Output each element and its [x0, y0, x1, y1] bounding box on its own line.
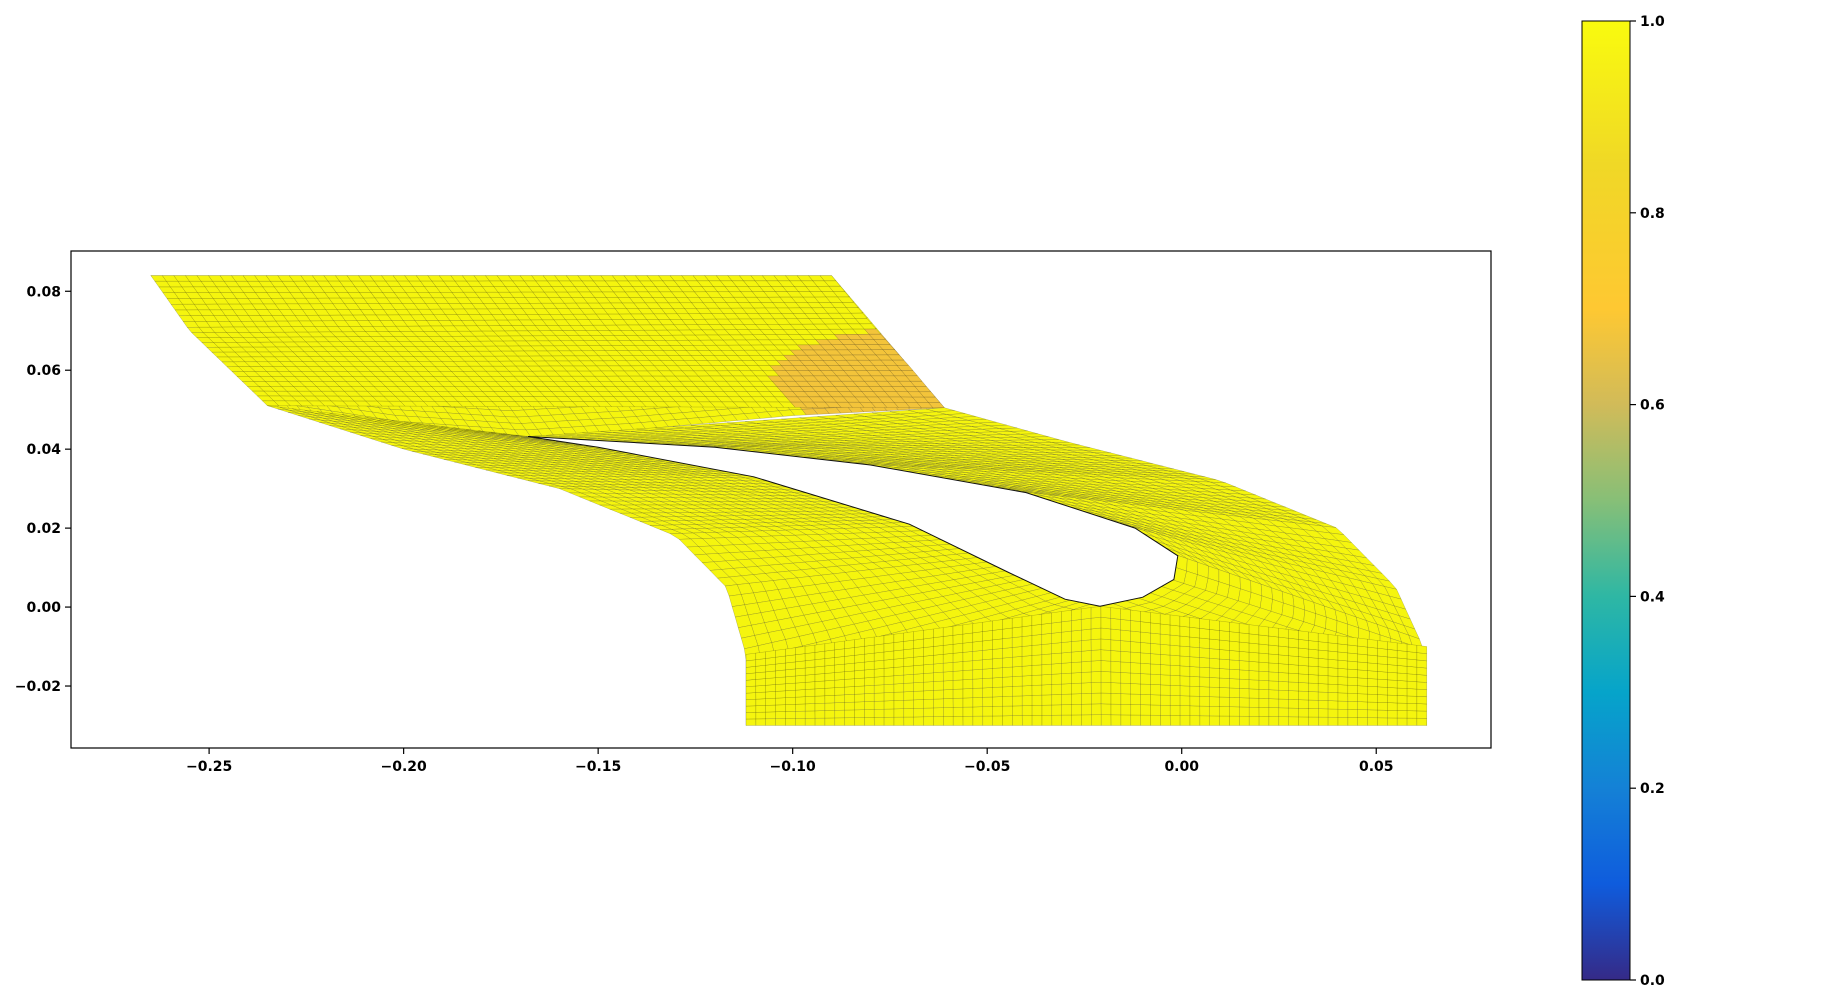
- mesh-plot: [150, 275, 1427, 726]
- mesh-cells: [150, 275, 1427, 726]
- mesh-block-inlet-side: [150, 275, 945, 408]
